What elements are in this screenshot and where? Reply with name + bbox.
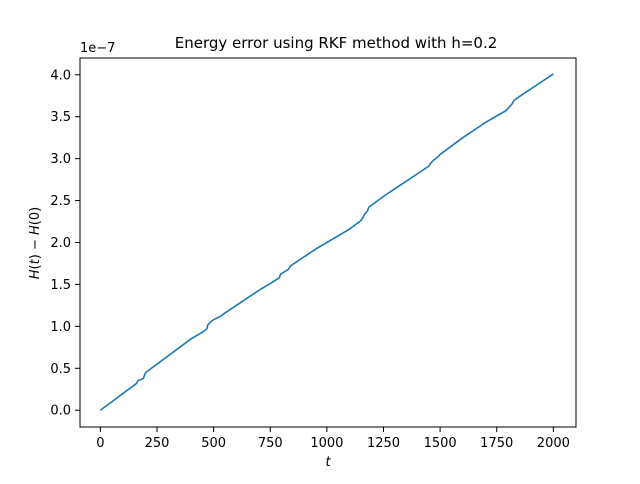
x-tick-label: 1500 xyxy=(424,436,457,451)
x-tick-label: 500 xyxy=(201,436,226,451)
x-tick-label: 1750 xyxy=(480,436,513,451)
x-tick-label: 1250 xyxy=(367,436,400,451)
y-axis-ticks: 0.0 0.5 1.0 1.5 2.0 2.5 3.0 3.5 4.0 xyxy=(50,68,80,419)
axes-frame xyxy=(79,57,577,428)
y-tick-label: 3.0 xyxy=(50,152,71,167)
x-tick-label: 750 xyxy=(258,436,283,451)
y-axis-offset-text: 1e−7 xyxy=(80,41,115,56)
y-tick-label: 2.0 xyxy=(50,236,71,251)
y-tick-label: 1.0 xyxy=(50,320,71,335)
y-tick-label: 4.0 xyxy=(50,68,71,83)
y-label-h-var-2: H xyxy=(28,225,43,235)
y-tick-label: 3.5 xyxy=(50,110,71,125)
chart-title: Energy error using RKF method with h=0.2 xyxy=(175,34,498,52)
y-label-zero: 0 xyxy=(28,212,43,220)
y-label-t-var: t xyxy=(28,258,43,264)
y-tick-label: 0.0 xyxy=(50,404,71,419)
x-axis-label: t xyxy=(325,455,331,470)
y-tick-label: 0.5 xyxy=(50,362,71,377)
x-tick-label: 2000 xyxy=(537,436,570,451)
y-label-minus: − xyxy=(28,239,43,250)
x-tick-label: 250 xyxy=(145,436,170,451)
y-tick-label: 1.5 xyxy=(50,278,71,293)
x-tick-label: 0 xyxy=(96,436,104,451)
plot-area xyxy=(99,73,554,411)
x-axis-ticks: 0 250 500 750 1000 1250 1500 1750 2000 xyxy=(96,427,570,451)
y-label-h-var: H xyxy=(28,269,43,279)
y-tick-label: 2.5 xyxy=(50,194,71,209)
y-axis-label: H(t) − H(0) xyxy=(28,207,43,279)
series-line xyxy=(99,73,554,411)
x-tick-label: 1000 xyxy=(310,436,343,451)
